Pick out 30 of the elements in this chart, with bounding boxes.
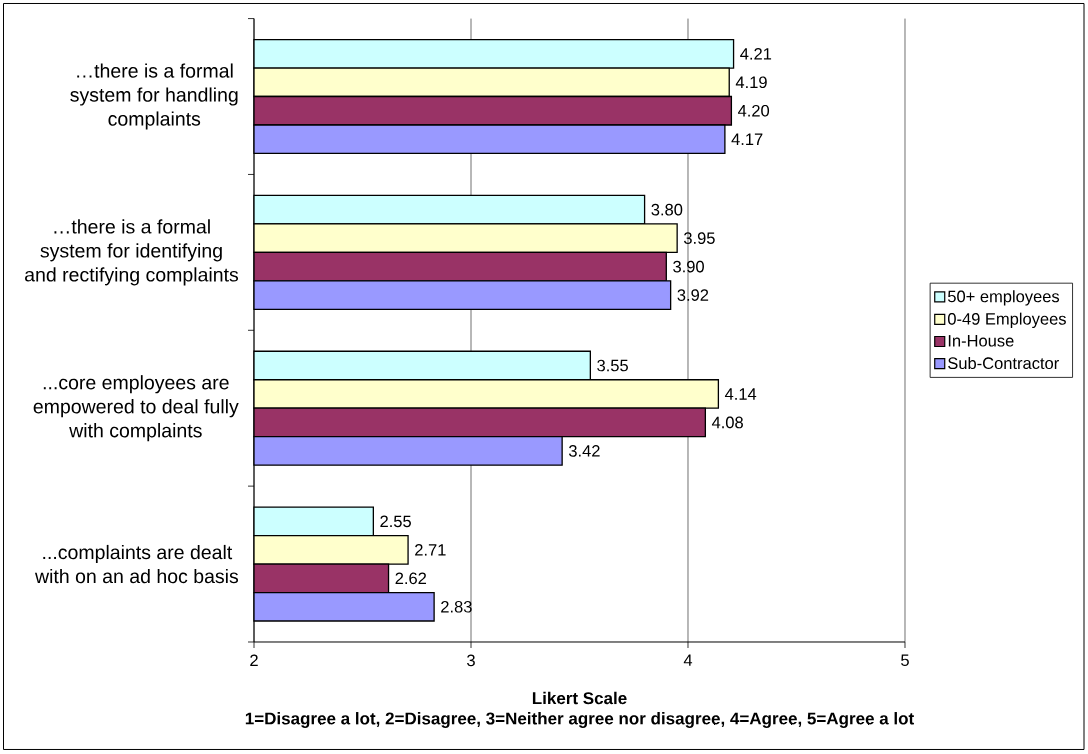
data-label: 4.14 xyxy=(724,388,757,400)
legend-label: In-House xyxy=(948,335,1014,347)
x-tick-label: 5 xyxy=(901,654,909,667)
data-label: 4.21 xyxy=(740,48,772,60)
x-axis-title: Likert Scale xyxy=(532,691,627,705)
data-label: 4.19 xyxy=(735,76,767,89)
data-label: 3.95 xyxy=(683,232,715,244)
data-label: 2.71 xyxy=(415,544,446,556)
data-label: 2.55 xyxy=(380,515,411,528)
data-label: 2.83 xyxy=(441,600,472,613)
x-tick-label: 3 xyxy=(467,654,475,667)
legend-label: 0-49 Employees xyxy=(947,312,1066,329)
text: 1=Disagree a lot, 2=Disagree, 3=Neither agree nor disagree, 4=Agree, 5=Agree a lot xyxy=(245,712,914,728)
data-label: 3.55 xyxy=(597,359,628,372)
data-label: 4.08 xyxy=(711,416,743,429)
data-label: 3.92 xyxy=(677,289,709,301)
y-tick-label: …there is a formal system for identifying and rectifying complaints xyxy=(25,219,239,286)
y-tick-label: ...complaints are dealt with on an ad hoc basis xyxy=(34,544,239,584)
x-tick-label: 2 xyxy=(250,654,258,667)
data-label: 4.20 xyxy=(737,104,770,117)
legend-label: Sub-Contractor xyxy=(948,356,1059,370)
data-label: 4.17 xyxy=(731,133,763,145)
data-label: 3.80 xyxy=(651,203,683,216)
data-label: 3.90 xyxy=(673,260,704,273)
y-tick-label: ...core employees are empowered to deal fully with complaints xyxy=(33,375,239,442)
x-tick-label: 4 xyxy=(683,654,693,666)
y-tick-label: …there is a formal system for handling complaints xyxy=(70,63,238,130)
legend-label: 50+ employees xyxy=(947,290,1060,306)
data-label: 2.62 xyxy=(395,572,427,585)
data-label: 3.42 xyxy=(568,445,600,457)
